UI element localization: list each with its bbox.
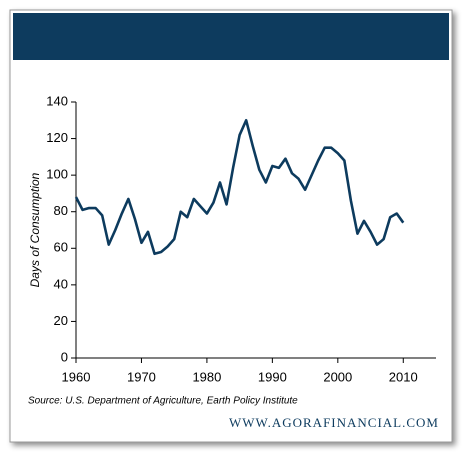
frame: [9, 9, 453, 443]
y-tick-label: 140: [46, 93, 68, 108]
header-bar: [13, 13, 449, 60]
x-tick-label: 2000: [323, 369, 352, 384]
x-tick-label: 1970: [127, 369, 156, 384]
x-tick-label: 1990: [258, 369, 287, 384]
data-line: [74, 118, 405, 256]
y-tick-label: 100: [46, 167, 68, 182]
y-axis-label: Days of Consumption: [28, 172, 42, 287]
y-tick-label: 20: [54, 313, 68, 328]
website: WWW.AGORAFINANCIAL.COM: [229, 415, 439, 430]
source: Source: U.S. Department of Agriculture, …: [28, 396, 298, 407]
y-tick-label: 60: [54, 240, 68, 255]
x-tick-label: 2010: [389, 369, 418, 384]
x-tick-label: 1980: [192, 369, 221, 384]
y-tick-label: 40: [54, 276, 68, 291]
y-tick-label: 0: [61, 349, 68, 364]
y-tick-label: 80: [54, 203, 68, 218]
y-tick-label: 120: [46, 130, 68, 145]
x-tick-label: 1960: [62, 369, 91, 384]
